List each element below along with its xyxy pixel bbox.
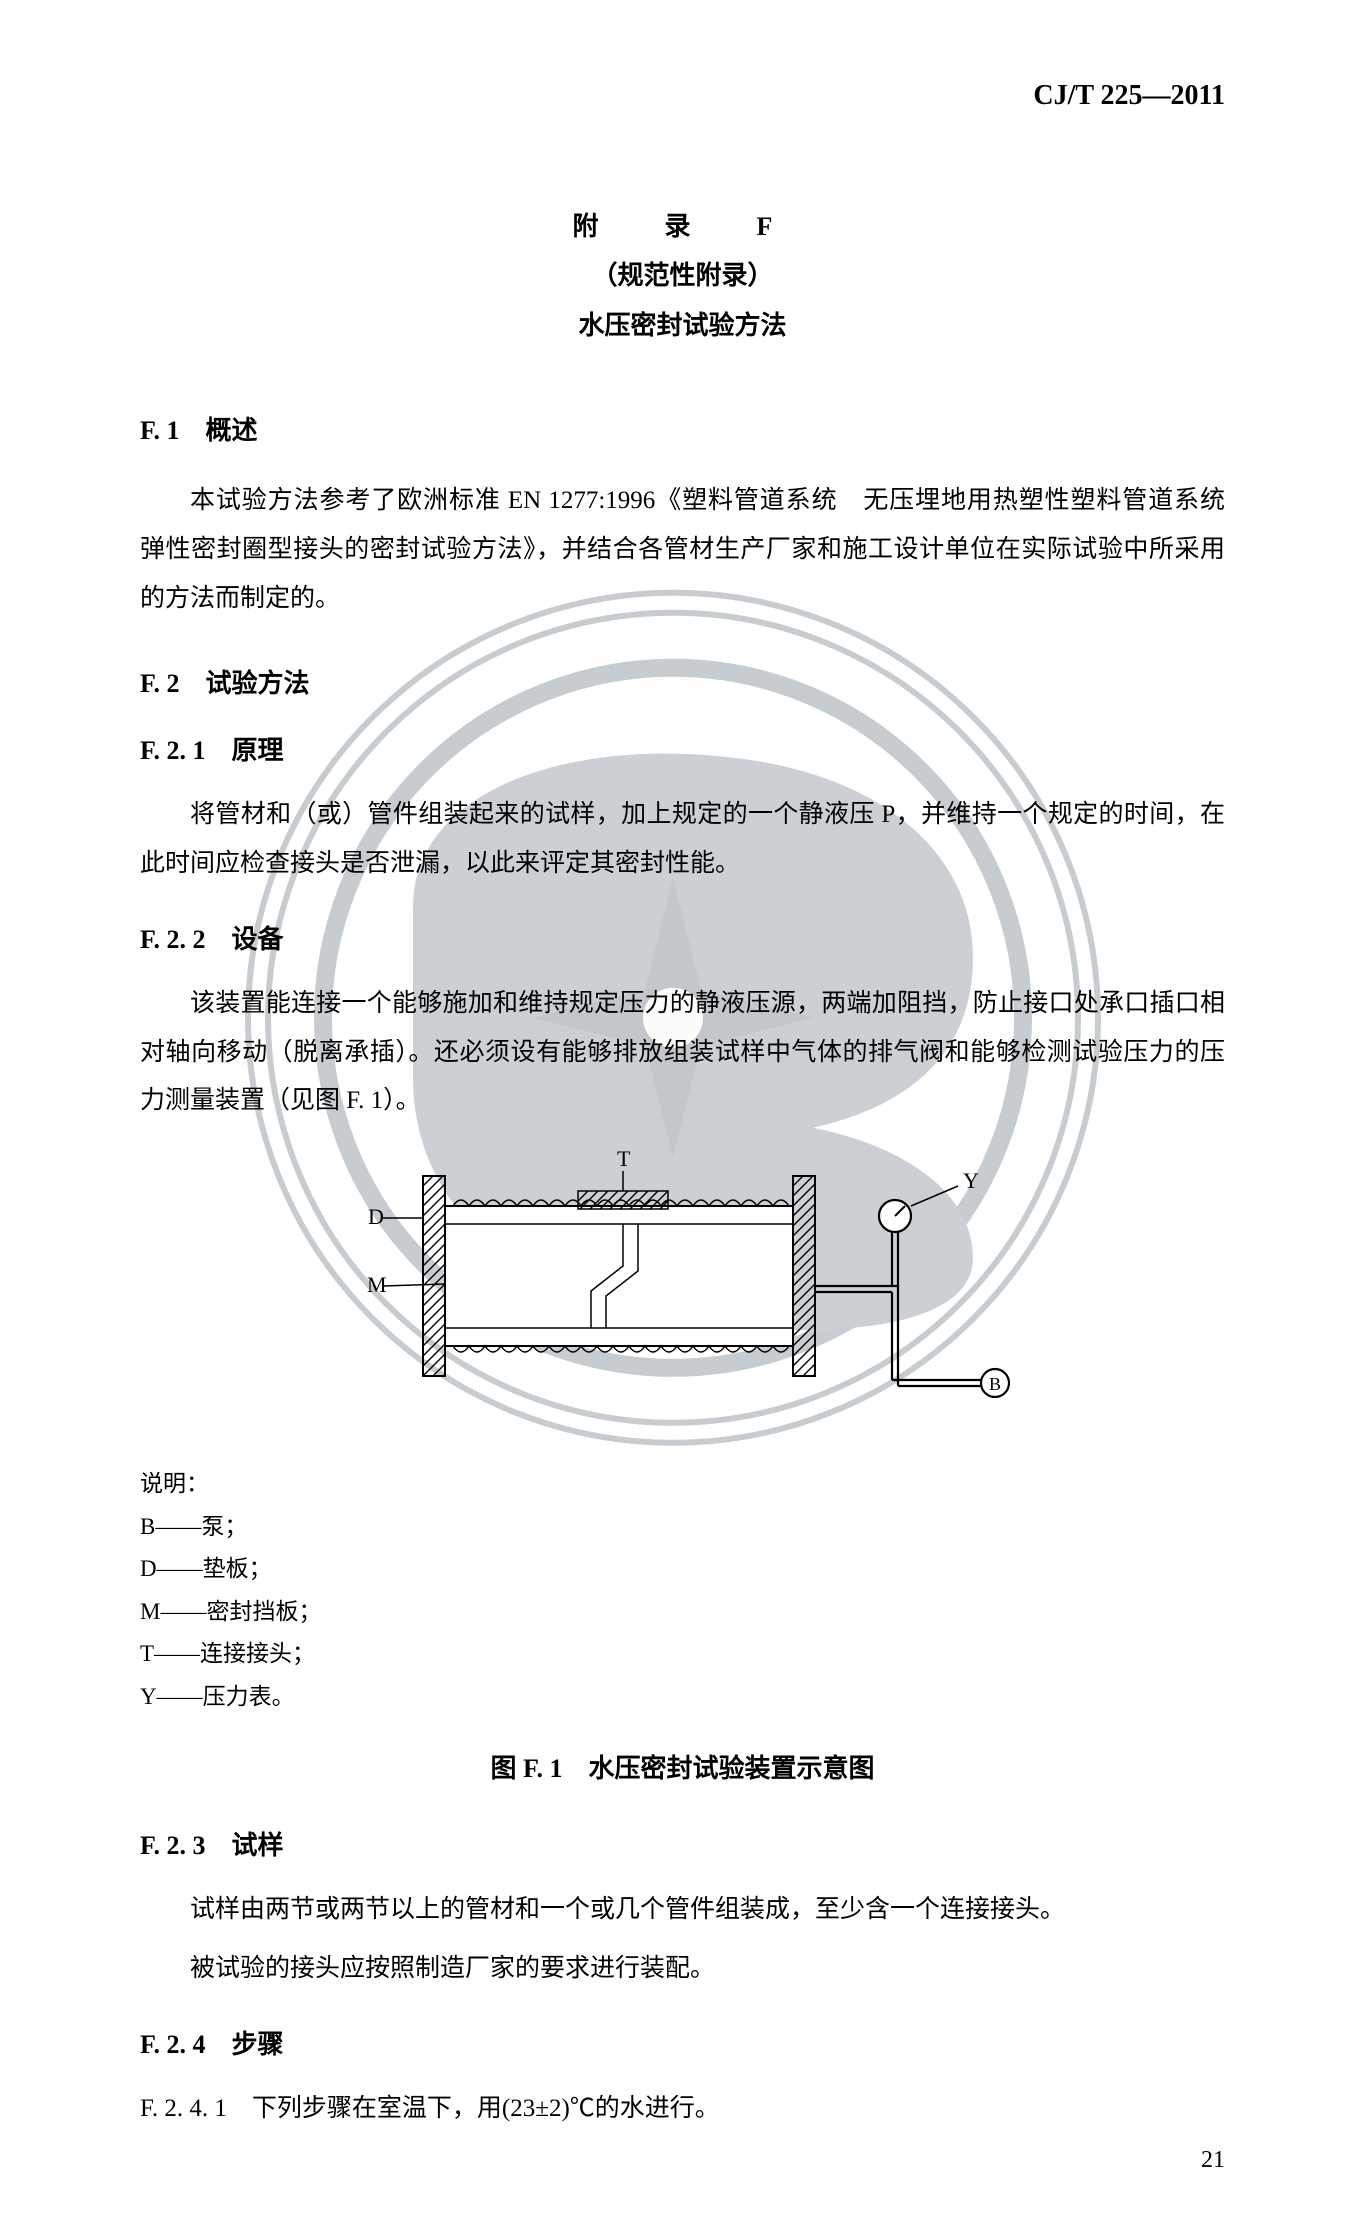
fig-label-m: M [367, 1272, 387, 1297]
para-f23-1: 试样由两节或两节以上的管材和一个或几个管件组装成，至少含一个连接接头。 [140, 1886, 1225, 1935]
heading-f2: F. 2 试验方法 [140, 663, 1225, 700]
appendix-line3: 水压密封试验方法 [140, 301, 1225, 350]
heading-f1: F. 1 概述 [140, 410, 1225, 447]
legend-item: B——泵； [140, 1506, 1225, 1549]
legend-item: D——垫板； [140, 1548, 1225, 1591]
figure-caption: 图 F. 1 水压密封试验装置示意图 [140, 1748, 1225, 1785]
page-number: 21 [1201, 2147, 1225, 2174]
figure-legend: 说明： B——泵； D——垫板； M——密封挡板； T——连接接头； Y——压力… [140, 1463, 1225, 1718]
heading-f21: F. 2. 1 原理 [140, 730, 1225, 767]
appendix-line2: （规范性附录） [140, 251, 1225, 300]
legend-title: 说明： [140, 1463, 1225, 1506]
para-f21: 将管材和（或）管件组装起来的试样，加上规定的一个静液压 P，并维持一个规定的时间… [140, 791, 1225, 889]
para-f1: 本试验方法参考了欧洲标准 EN 1277:1996《塑料管道系统 无压埋地用热塑… [140, 477, 1225, 623]
fig-label-t: T [617, 1146, 631, 1171]
document-code: CJ/T 225—2011 [140, 80, 1225, 112]
figure-f1: D M T [140, 1136, 1225, 1443]
legend-item: T——连接接头； [140, 1633, 1225, 1676]
fig-label-b: B [989, 1374, 1001, 1394]
fig-label-d: D [368, 1204, 384, 1229]
heading-f23: F. 2. 3 试样 [140, 1825, 1225, 1862]
legend-item: M——密封挡板； [140, 1591, 1225, 1634]
para-f23-2: 被试验的接头应按照制造厂家的要求进行装配。 [140, 1945, 1225, 1994]
fig-label-y: Y [963, 1168, 979, 1193]
para-f241: F. 2. 4. 1 下列步骤在室温下，用(23±2)℃的水进行。 [140, 2085, 1225, 2134]
heading-f24: F. 2. 4 步骤 [140, 2024, 1225, 2061]
legend-item: Y——压力表。 [140, 1676, 1225, 1719]
appendix-title: 附 录 F （规范性附录） 水压密封试验方法 [140, 202, 1225, 350]
para-f22: 该装置能连接一个能够施加和维持规定压力的静液压源，两端加阻挡，防止接口处承口插口… [140, 980, 1225, 1126]
heading-f22: F. 2. 2 设备 [140, 919, 1225, 956]
appendix-line1: 附 录 F [140, 202, 1225, 251]
